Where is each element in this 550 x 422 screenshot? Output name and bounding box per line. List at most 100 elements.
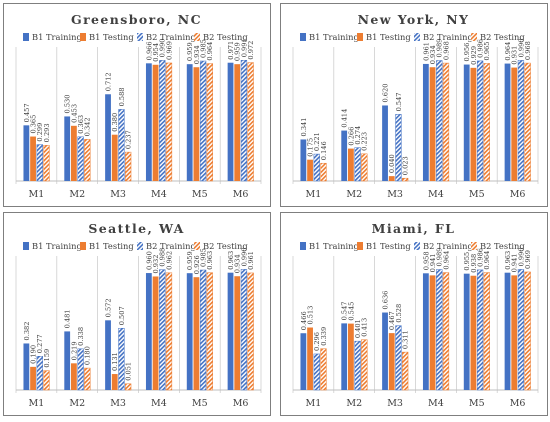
data-label: 0.620 <box>381 84 389 103</box>
legend-label: B1 Testing <box>89 32 134 42</box>
bar-b1-training <box>186 64 193 181</box>
data-label: 0.968 <box>524 41 532 60</box>
data-label: 0.180 <box>84 346 92 365</box>
bar-b1-testing <box>234 64 241 181</box>
legend-swatch <box>194 33 200 41</box>
x-tick-label: M3 <box>110 189 126 200</box>
bar-b1-testing <box>152 276 159 390</box>
data-label: 0.964 <box>483 251 491 270</box>
data-label: 0.964 <box>442 251 450 270</box>
legend-label: B2 Testing <box>480 241 525 251</box>
x-tick-label: M6 <box>510 398 526 409</box>
legend-label: B2 Training <box>146 241 196 251</box>
data-label: 0.963 <box>227 251 235 270</box>
data-label: 0.964 <box>206 42 214 61</box>
data-label: 0.223 <box>361 132 369 151</box>
data-label: 0.507 <box>118 306 126 325</box>
bar-b2-training <box>159 269 166 391</box>
bar-b1-testing <box>71 125 77 181</box>
x-tick-label: M5 <box>469 189 485 200</box>
bar-b1-training <box>227 62 234 181</box>
data-label: 0.293 <box>43 123 51 142</box>
bar-b2-testing <box>247 62 254 182</box>
data-label: 0.958 <box>422 251 430 270</box>
data-label: 0.931 <box>511 46 519 65</box>
bar-b1-training <box>186 273 193 390</box>
bar-b1-testing <box>470 275 477 390</box>
chart-title: Miami, FL <box>372 221 456 236</box>
data-label: 0.963 <box>504 251 512 270</box>
bar-b1-testing <box>511 67 518 181</box>
data-label: 0.990 <box>159 39 167 58</box>
chart-panel-3: Seattle, WA B1 Training B1 Testing B2 Train… <box>3 212 271 416</box>
data-label: 0.989 <box>436 39 444 58</box>
data-label: 0.481 <box>64 310 72 329</box>
legend-label: B2 Training <box>423 241 473 251</box>
bar-b1-testing <box>388 176 395 181</box>
data-label: 0.266 <box>347 127 355 146</box>
data-label: 0.380 <box>111 113 119 132</box>
bar-b1-training <box>145 63 152 181</box>
bar-b2-training <box>240 60 248 182</box>
data-label: 0.959 <box>186 42 194 61</box>
bar-b2-training <box>313 153 320 182</box>
bar-b2-training <box>159 60 166 182</box>
data-label: 0.363 <box>77 115 85 134</box>
data-label: 0.572 <box>104 298 112 317</box>
bar-b2-training <box>118 327 125 391</box>
bar-b1-training <box>145 273 152 390</box>
bar-b2-training <box>354 340 361 391</box>
legend-swatch <box>137 242 143 250</box>
x-tick-label: M5 <box>469 398 485 409</box>
data-label: 0.955 <box>463 252 471 271</box>
data-label: 0.296 <box>313 332 321 351</box>
legend-label: B1 Testing <box>89 241 134 251</box>
bar-b2-training <box>476 60 484 182</box>
data-label: 0.969 <box>165 41 173 60</box>
legend-label: B2 Testing <box>480 32 525 42</box>
bar-b2-testing <box>320 348 327 391</box>
bar-b2-training <box>199 269 207 391</box>
bar-b1-testing <box>511 275 518 390</box>
legend-swatch <box>137 33 143 41</box>
bar-b1-training <box>382 105 388 181</box>
bar-b2-testing <box>320 162 327 182</box>
bar-b2-testing <box>483 272 490 391</box>
bar-b1-testing <box>234 276 241 390</box>
x-tick-label: M6 <box>233 398 249 409</box>
data-label: 0.972 <box>247 41 255 60</box>
data-label: 0.414 <box>341 109 349 128</box>
data-label: 0.989 <box>436 248 444 267</box>
bar-b2-testing <box>247 272 254 391</box>
bar-b1-training <box>105 320 111 390</box>
bar-b1-training <box>341 323 348 390</box>
data-label: 0.988 <box>159 248 167 267</box>
data-label: 0.023 <box>402 156 410 175</box>
bar-b2-training <box>36 144 43 182</box>
chart-title: Seattle, WA <box>88 221 184 236</box>
data-label: 0.457 <box>23 103 31 122</box>
data-label: 0.941 <box>429 253 437 272</box>
bar-b1-testing <box>152 64 159 181</box>
bar-b1-training <box>463 64 470 181</box>
bar-b2-testing <box>43 145 50 182</box>
data-label: 0.040 <box>388 154 396 173</box>
data-label: 0.413 <box>361 318 369 337</box>
x-tick-label: M4 <box>151 189 167 200</box>
data-label: 0.968 <box>442 41 450 60</box>
legend-swatch <box>23 242 29 250</box>
data-label: 0.453 <box>70 104 78 123</box>
bar-b2-training <box>436 269 443 391</box>
bar-b1-training <box>382 312 388 390</box>
data-label: 0.990 <box>517 39 525 58</box>
data-label: 0.146 <box>320 141 328 160</box>
bar-b2-training <box>517 269 525 391</box>
data-label: 0.959 <box>186 251 194 270</box>
x-tick-label: M2 <box>69 398 85 409</box>
legend-label: B1 Training <box>309 32 359 42</box>
bar-b1-training <box>64 331 71 390</box>
x-tick-label: M4 <box>428 398 444 409</box>
bar-b2-testing <box>124 383 132 391</box>
